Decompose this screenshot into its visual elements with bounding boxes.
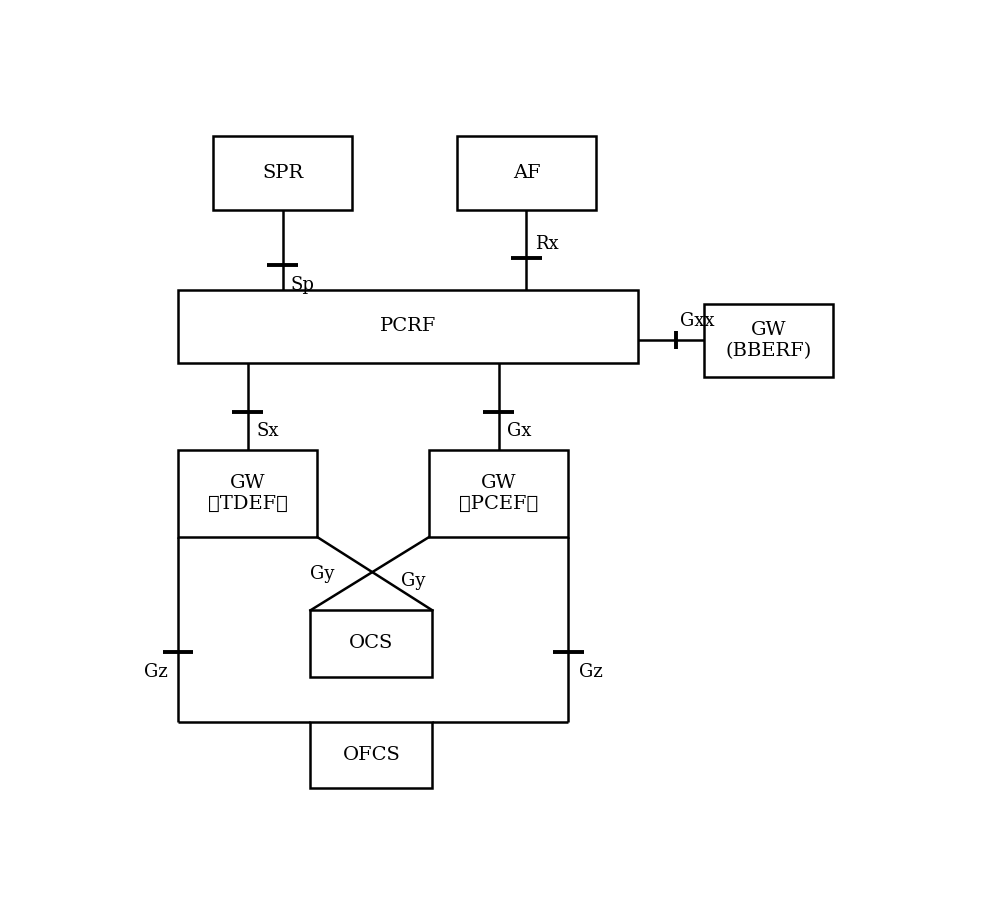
Text: Gy: Gy <box>401 572 425 590</box>
Text: GW
（TDEF）: GW （TDEF） <box>208 474 288 513</box>
Text: Gy: Gy <box>310 565 335 583</box>
FancyBboxPatch shape <box>704 304 833 376</box>
Text: Gx: Gx <box>507 422 531 440</box>
FancyBboxPatch shape <box>310 722 432 788</box>
FancyBboxPatch shape <box>178 290 638 363</box>
Text: Rx: Rx <box>535 235 558 252</box>
Text: OFCS: OFCS <box>343 746 400 764</box>
Text: SPR: SPR <box>262 164 303 182</box>
Text: Sp: Sp <box>291 276 315 294</box>
FancyBboxPatch shape <box>213 137 352 210</box>
Text: Gz: Gz <box>144 662 168 681</box>
Text: GW
(BBERF): GW (BBERF) <box>725 321 812 359</box>
Text: Sx: Sx <box>256 422 279 440</box>
Text: Gxx: Gxx <box>680 312 714 329</box>
Text: PCRF: PCRF <box>380 318 436 336</box>
Text: GW
（PCEF）: GW （PCEF） <box>459 474 538 513</box>
FancyBboxPatch shape <box>310 610 432 677</box>
FancyBboxPatch shape <box>178 450 317 538</box>
Text: Gz: Gz <box>579 662 602 681</box>
Text: OCS: OCS <box>349 634 394 653</box>
FancyBboxPatch shape <box>429 450 568 538</box>
FancyBboxPatch shape <box>457 137 596 210</box>
Text: AF: AF <box>513 164 540 182</box>
